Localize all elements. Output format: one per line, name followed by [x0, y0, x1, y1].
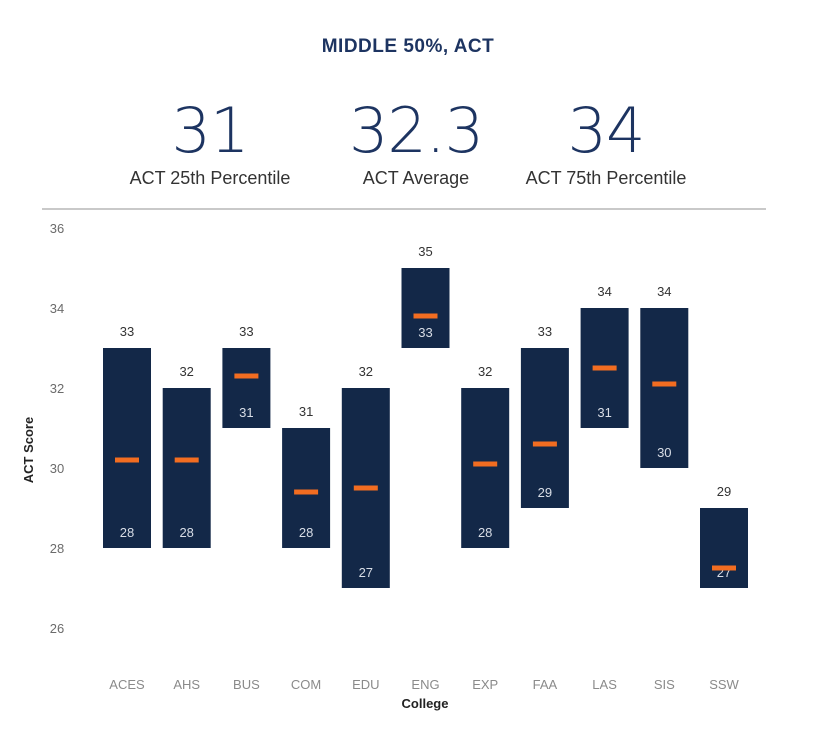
y-tick-label-34: 34: [50, 301, 64, 316]
x-tick-label-ahs: AHS: [173, 677, 200, 692]
low-label-faa: 29: [538, 485, 552, 500]
range-bar-faa: [520, 348, 569, 508]
low-label-bus: 31: [239, 405, 253, 420]
average-marker-faa: [532, 441, 557, 447]
average-marker-sis: [652, 381, 677, 387]
x-tick-label-exp: EXP: [472, 677, 498, 692]
stat-average: 32.3 ACT Average: [296, 96, 536, 189]
stat-25th-value: 31: [171, 94, 250, 167]
average-marker-eng: [413, 313, 438, 319]
x-tick-label-las: LAS: [592, 677, 617, 692]
y-tick-label-32: 32: [50, 381, 64, 396]
high-label-ahs: 32: [179, 364, 193, 379]
stat-average-label: ACT Average: [362, 168, 470, 188]
low-label-sis: 30: [657, 445, 671, 460]
stat-75th-percentile: 34 ACT 75th Percentile: [486, 96, 726, 189]
header-divider: [42, 208, 766, 210]
low-label-eng: 33: [418, 325, 432, 340]
low-label-exp: 28: [478, 525, 492, 540]
high-label-edu: 32: [359, 364, 373, 379]
y-tick-label-26: 26: [50, 621, 64, 636]
low-label-com: 28: [299, 525, 313, 540]
high-label-exp: 32: [478, 364, 492, 379]
range-bar-bus: [222, 348, 271, 428]
chart-title: MIDDLE 50%, ACT: [321, 36, 495, 57]
y-tick-label-30: 30: [50, 461, 64, 476]
high-label-eng: 35: [418, 244, 432, 259]
stat-75th-value: 34: [567, 94, 646, 167]
average-marker-aces: [115, 457, 139, 463]
x-tick-label-aces: ACES: [109, 677, 145, 692]
average-marker-ahs: [174, 457, 199, 463]
x-axis-label: College: [402, 696, 449, 711]
x-tick-label-edu: EDU: [352, 677, 379, 692]
high-label-bus: 33: [239, 324, 253, 339]
range-bar-ahs: [162, 388, 211, 548]
high-label-sis: 34: [657, 284, 671, 299]
low-label-edu: 27: [359, 565, 373, 580]
high-label-faa: 33: [538, 324, 552, 339]
low-label-ahs: 28: [179, 525, 193, 540]
x-tick-label-faa: FAA: [533, 677, 558, 692]
low-label-las: 31: [597, 405, 611, 420]
range-bar-com: [282, 428, 331, 548]
stat-average-value: 32.3: [348, 94, 484, 167]
x-tick-label-ssw: SSW: [709, 677, 739, 692]
x-tick-label-sis: SIS: [654, 677, 675, 692]
high-label-com: 31: [299, 404, 313, 419]
range-bar-aces: [103, 348, 151, 548]
average-marker-ssw: [712, 565, 736, 571]
x-tick-label-eng: ENG: [411, 677, 439, 692]
high-label-aces: 33: [120, 324, 134, 339]
high-label-las: 34: [597, 284, 611, 299]
stat-25th-label: ACT 25th Percentile: [129, 168, 291, 188]
range-bar-sis: [640, 308, 689, 468]
range-bar-eng: [401, 268, 450, 348]
x-tick-label-com: COM: [291, 677, 321, 692]
average-marker-com: [294, 489, 319, 495]
range-bar-ssw: [700, 508, 748, 588]
average-marker-bus: [234, 373, 259, 379]
high-label-ssw: 29: [717, 484, 731, 499]
y-tick-label-28: 28: [50, 541, 64, 556]
stat-75th-label: ACT 75th Percentile: [525, 168, 687, 188]
x-tick-label-bus: BUS: [233, 677, 260, 692]
y-tick-label-36: 36: [50, 221, 64, 236]
average-marker-las: [592, 365, 617, 371]
range-bar-exp: [461, 388, 510, 548]
y-axis-label: ACT Score: [21, 417, 36, 483]
low-label-aces: 28: [120, 525, 134, 540]
average-marker-exp: [473, 461, 498, 467]
stat-25th-percentile: 31 ACT 25th Percentile: [90, 96, 330, 189]
average-marker-edu: [353, 485, 378, 491]
